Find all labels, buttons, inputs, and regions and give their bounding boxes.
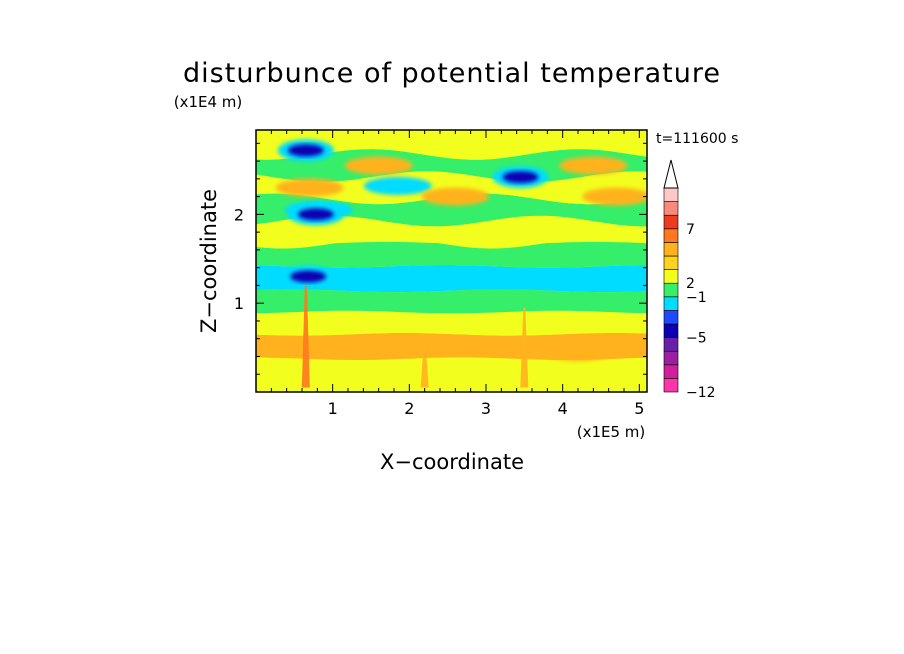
contour-band: [256, 149, 647, 182]
contour-band: [256, 130, 647, 160]
contour-plume: [520, 307, 529, 388]
y-tick-label: 1: [234, 294, 244, 313]
colorbar-label: 7: [686, 222, 695, 238]
x-tick-label: 2: [404, 399, 414, 418]
y-tick-label: 2: [234, 205, 244, 224]
colorbar-swatch: [663, 337, 679, 352]
colorbar-label: −5: [686, 331, 707, 347]
colorbar-swatch: [663, 201, 679, 216]
plot-frame: [255, 129, 648, 393]
x-tick-label: 4: [558, 399, 568, 418]
x-tick-label: 3: [481, 399, 491, 418]
colorbar-swatch: [663, 187, 679, 202]
colorbar-swatch: [663, 310, 679, 325]
x-tick-label: 5: [634, 399, 644, 418]
y-unit-label: (x1E4 m): [174, 93, 243, 111]
contour-anomaly: [544, 343, 612, 362]
contour-anomaly: [582, 187, 647, 206]
contour-anomaly: [275, 178, 344, 197]
colorbar-swatch: [663, 255, 679, 270]
colorbar-labels: 7 2−1 −5 −12: [686, 222, 716, 401]
chart-title: disturbunce of potential temperature: [183, 58, 721, 89]
colorbar-swatch: [663, 350, 679, 366]
x-axis-label: X−coordinate: [380, 450, 524, 474]
colorbar-swatch: [663, 228, 679, 243]
contour-anomaly: [421, 187, 490, 206]
contour-band: [256, 193, 647, 227]
contour-anomaly: [256, 338, 325, 357]
contour-anomaly: [287, 144, 324, 157]
contour-band: [256, 265, 647, 293]
axis-ticks: [255, 130, 647, 392]
contour-anomaly: [290, 270, 327, 283]
y-axis-label: Z−coordinate: [197, 189, 221, 333]
contour-band: [256, 310, 647, 336]
colorbar-swatch: [663, 214, 679, 230]
colorbar-swatch: [663, 364, 679, 379]
contour-anomaly: [297, 208, 334, 221]
colorbar-swatch: [663, 242, 679, 257]
time-label: t=111600 s: [656, 131, 738, 147]
tick-labels: 1 2 3 4 5 1 2: [234, 205, 645, 418]
contour-plume: [420, 343, 429, 388]
colorbar: [663, 159, 679, 393]
x-tick-label: 1: [328, 399, 338, 418]
colorbar-label: −12: [686, 385, 716, 401]
colorbar-swatch: [663, 323, 679, 338]
contour-anomaly: [363, 176, 432, 195]
contour-band: [256, 241, 647, 268]
colorbar-swatch: [663, 269, 679, 284]
contour-band: [256, 357, 647, 379]
x-unit-label: (x1E5 m): [577, 423, 646, 441]
colorbar-swatch: [663, 282, 679, 298]
contour-anomaly: [559, 156, 628, 175]
colorbar-label: 2: [686, 276, 695, 292]
plot-area: [256, 130, 647, 392]
contour-band: [256, 215, 647, 249]
colorbar-swatch: [663, 296, 679, 311]
contour-band: [256, 376, 647, 392]
colorbar-swatch: [663, 378, 679, 393]
colorbar-extend-arrow: [663, 159, 679, 189]
contour-plume: [301, 285, 310, 388]
contour-anomaly: [502, 171, 539, 184]
contour-anomaly: [344, 156, 413, 175]
contour-band: [256, 289, 647, 314]
colorbar-label: −1: [686, 290, 707, 306]
